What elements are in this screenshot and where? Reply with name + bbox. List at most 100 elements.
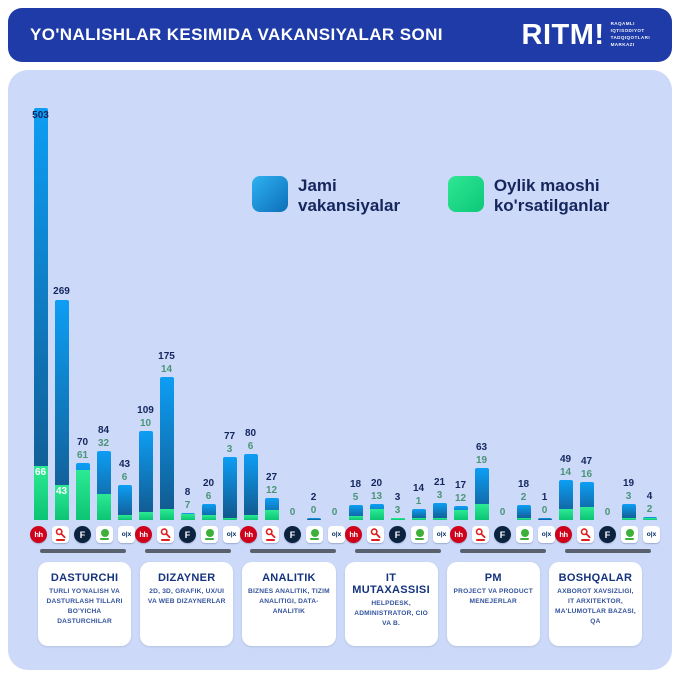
search-jobsite-icon	[367, 526, 384, 543]
total-value-label: 14	[412, 483, 425, 494]
search-jobsite-icon	[52, 526, 69, 543]
legend-swatch-blue	[252, 176, 288, 212]
salary-value-label: 14	[160, 364, 173, 375]
header-bar: YO'NALISHLAR KESIMIDA VAKANSIYALAR SONI …	[8, 8, 672, 62]
bar-search: 27 12	[264, 70, 279, 520]
total-value-label: 4	[646, 491, 653, 502]
bars-it-mutaxassisi: 18 5 20 13 3 3 14 1 21 3	[345, 70, 450, 520]
hh-jobsite-icon: hh	[555, 526, 572, 543]
salary-value-label: 10	[139, 418, 152, 429]
f-jobsite-icon: F	[494, 526, 511, 543]
salary-value-label: 61	[76, 450, 89, 461]
category-title: DIZAYNER	[157, 572, 216, 584]
salary-value-label: 19	[475, 455, 488, 466]
category-card-5: PM PROJECT VA PRODUCT MENEJERLAR	[446, 562, 540, 646]
salary-value-label: 13	[370, 491, 383, 502]
olx-jobsite-icon: o|x	[223, 526, 240, 543]
category-card-1: DASTURCHI TURLI YO'NALISH VA DASTURLASH T…	[38, 562, 132, 646]
category-card-6: BOSHQALAR AXBOROT XAVSIZLIGI, IT ARXITEKT…	[548, 562, 643, 646]
hh-jobsite-icon: hh	[240, 526, 257, 543]
bar-search: 63 19	[474, 70, 489, 520]
salary-value-label: 3	[625, 491, 632, 502]
hh-jobsite-icon: hh	[135, 526, 152, 543]
category-card-4: IT MUTAXASSISI HELPDESK, ADMINISTRATOR, C…	[344, 562, 438, 646]
total-value-label: 20	[202, 478, 215, 489]
total-value-label: 49	[559, 454, 572, 465]
bar-hh: 18 5	[348, 70, 363, 520]
zero-value-label: 0	[604, 507, 611, 518]
hh-jobsite-icon: hh	[450, 526, 467, 543]
salary-value-label: 3	[394, 505, 401, 516]
total-value-label: 43	[118, 459, 131, 470]
bars-boshqalar: 49 14 47 16 0 19 3 4 2	[555, 70, 660, 520]
group-underline	[354, 549, 441, 553]
salary-value-label: 3	[436, 490, 443, 501]
total-value-label: 80	[244, 428, 257, 439]
salary-value-label: 5	[352, 492, 359, 503]
zero-value-label: 0	[499, 507, 506, 518]
bar-f: 0	[601, 70, 615, 520]
salary-value-label: 32	[97, 438, 110, 449]
group-underline	[564, 549, 651, 553]
bar-olx: 21 3	[432, 70, 447, 520]
bar-olx: 77 3	[222, 70, 237, 520]
zero-value-label: 0	[289, 507, 296, 518]
f-jobsite-icon: F	[389, 526, 406, 543]
bars-dizayner: 109 10 175 14 8 7 20 6 77 3	[135, 70, 240, 520]
category-desc: TURLI YO'NALISH VA DASTURLASH TILLARI BO…	[46, 588, 123, 625]
total-value-label: 27	[265, 472, 278, 483]
total-value-label: 84	[97, 425, 110, 436]
bar-search: 175 14	[158, 70, 175, 520]
total-value-label: 63	[475, 442, 488, 453]
total-value-label: 77	[223, 431, 236, 442]
total-value-label: 19	[622, 478, 635, 489]
bar-hh: 503 66	[32, 70, 49, 520]
category-title: ANALITIK	[262, 572, 316, 584]
hh-jobsite-icon: hh	[345, 526, 362, 543]
bars-analitik: 80 6 27 12 0 2 0 0	[240, 70, 345, 520]
olx-jobsite-icon: o|x	[328, 526, 345, 543]
f-jobsite-icon: F	[179, 526, 196, 543]
bar-green-jobsite: 20 6	[201, 70, 216, 520]
olx-jobsite-icon: o|x	[118, 526, 135, 543]
bar-search: 47 16	[579, 70, 594, 520]
green-jobsite-icon	[96, 526, 113, 543]
salary-value-label: 1	[415, 496, 422, 507]
ritm-logo: RITM! RAQAMLI IQTISODIYOT TADQIQOTLARI M…	[522, 19, 650, 52]
olx-jobsite-icon: o|x	[538, 526, 555, 543]
salary-value-label: 6	[247, 441, 254, 452]
green-jobsite-icon	[621, 526, 638, 543]
salary-value-label: 7	[184, 500, 191, 511]
bar-search: 20 13	[369, 70, 384, 520]
total-value-label: 18	[349, 479, 362, 490]
olx-jobsite-icon: o|x	[643, 526, 660, 543]
chart-panel: Jami vakansiyalar Oylik maoshi ko'rsatil…	[8, 70, 672, 670]
page-title: YO'NALISHLAR KESIMIDA VAKANSIYALAR SONI	[30, 25, 443, 44]
total-value-label: 21	[433, 477, 446, 488]
legend-label-total: Jami vakansiyalar	[298, 176, 401, 215]
search-jobsite-icon	[472, 526, 489, 543]
f-jobsite-icon: F	[284, 526, 301, 543]
total-value-label: 269	[53, 286, 70, 297]
total-value-label: 20	[370, 478, 383, 489]
total-value-label: 175	[158, 351, 175, 362]
category-title: IT MUTAXASSISI	[352, 572, 430, 596]
green-jobsite-icon	[306, 526, 323, 543]
ritm-logo-subtext: RAQAMLI IQTISODIYOT TADQIQOTLARI MARKAZI	[610, 21, 650, 47]
bars-dasturchi: 503 66 269 43 70 61 84 32 43 6	[30, 70, 135, 520]
salary-value-label: 3	[226, 444, 233, 455]
salary-value-label: 6	[121, 472, 128, 483]
group-underline	[249, 549, 336, 553]
